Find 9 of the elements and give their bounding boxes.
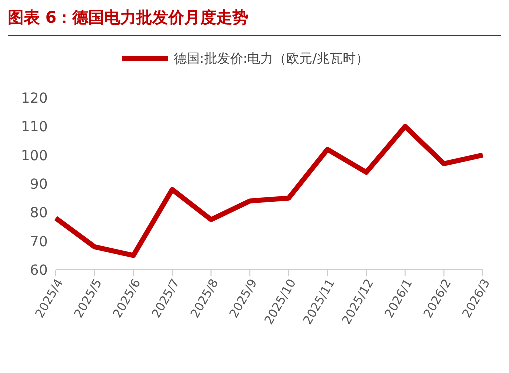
- y-tick-label: 110: [21, 120, 48, 136]
- legend-label: 德国:批发价:电力（欧元/兆瓦时）: [174, 51, 370, 68]
- y-tick-label: 90: [30, 176, 48, 193]
- y-tick-label: 100: [21, 148, 48, 164]
- y-tick-label: 80: [30, 206, 48, 222]
- y-tick-label: 70: [30, 234, 48, 250]
- y-tick-label: 60: [30, 262, 48, 279]
- y-tick-label: 120: [21, 90, 48, 107]
- chart-title: 图表 6：德国电力批发价月度走势: [8, 8, 501, 36]
